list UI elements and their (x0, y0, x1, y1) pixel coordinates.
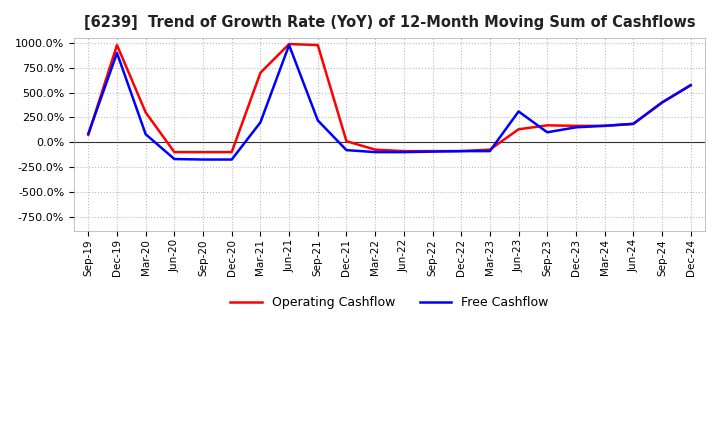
Free Cashflow (170, 156, 179, 161)
Free Cashflow (428, 149, 437, 154)
Operating Cashflow (543, 123, 552, 128)
Free Cashflow (686, 83, 695, 88)
Title: [6239]  Trend of Growth Rate (YoY) of 12-Month Moving Sum of Cashflows: [6239] Trend of Growth Rate (YoY) of 12-… (84, 15, 696, 30)
Operating Cashflow (256, 70, 265, 75)
Operating Cashflow (428, 148, 437, 154)
Operating Cashflow (84, 132, 93, 137)
Free Cashflow (228, 157, 236, 162)
Operating Cashflow (572, 123, 580, 128)
Operating Cashflow (371, 147, 379, 152)
Operating Cashflow (313, 42, 322, 48)
Line: Operating Cashflow: Operating Cashflow (89, 44, 690, 152)
Free Cashflow (600, 123, 609, 128)
Line: Free Cashflow: Free Cashflow (89, 45, 690, 160)
Free Cashflow (371, 150, 379, 155)
Operating Cashflow (112, 42, 121, 48)
Free Cashflow (285, 42, 294, 48)
Legend: Operating Cashflow, Free Cashflow: Operating Cashflow, Free Cashflow (225, 291, 554, 314)
Operating Cashflow (228, 150, 236, 155)
Free Cashflow (112, 50, 121, 55)
Free Cashflow (84, 131, 93, 136)
Free Cashflow (342, 147, 351, 153)
Operating Cashflow (199, 150, 207, 155)
Free Cashflow (256, 120, 265, 125)
Free Cashflow (657, 100, 666, 105)
Free Cashflow (485, 148, 494, 154)
Operating Cashflow (600, 123, 609, 128)
Free Cashflow (141, 132, 150, 137)
Operating Cashflow (657, 100, 666, 105)
Operating Cashflow (514, 127, 523, 132)
Operating Cashflow (285, 41, 294, 47)
Free Cashflow (629, 121, 638, 126)
Free Cashflow (543, 130, 552, 135)
Operating Cashflow (170, 150, 179, 155)
Free Cashflow (313, 118, 322, 123)
Free Cashflow (572, 125, 580, 130)
Operating Cashflow (342, 139, 351, 144)
Free Cashflow (514, 109, 523, 114)
Free Cashflow (457, 148, 466, 154)
Free Cashflow (199, 157, 207, 162)
Operating Cashflow (400, 148, 408, 154)
Operating Cashflow (141, 110, 150, 115)
Free Cashflow (400, 150, 408, 155)
Operating Cashflow (457, 148, 466, 154)
Operating Cashflow (485, 147, 494, 152)
Operating Cashflow (629, 121, 638, 126)
Operating Cashflow (686, 83, 695, 88)
